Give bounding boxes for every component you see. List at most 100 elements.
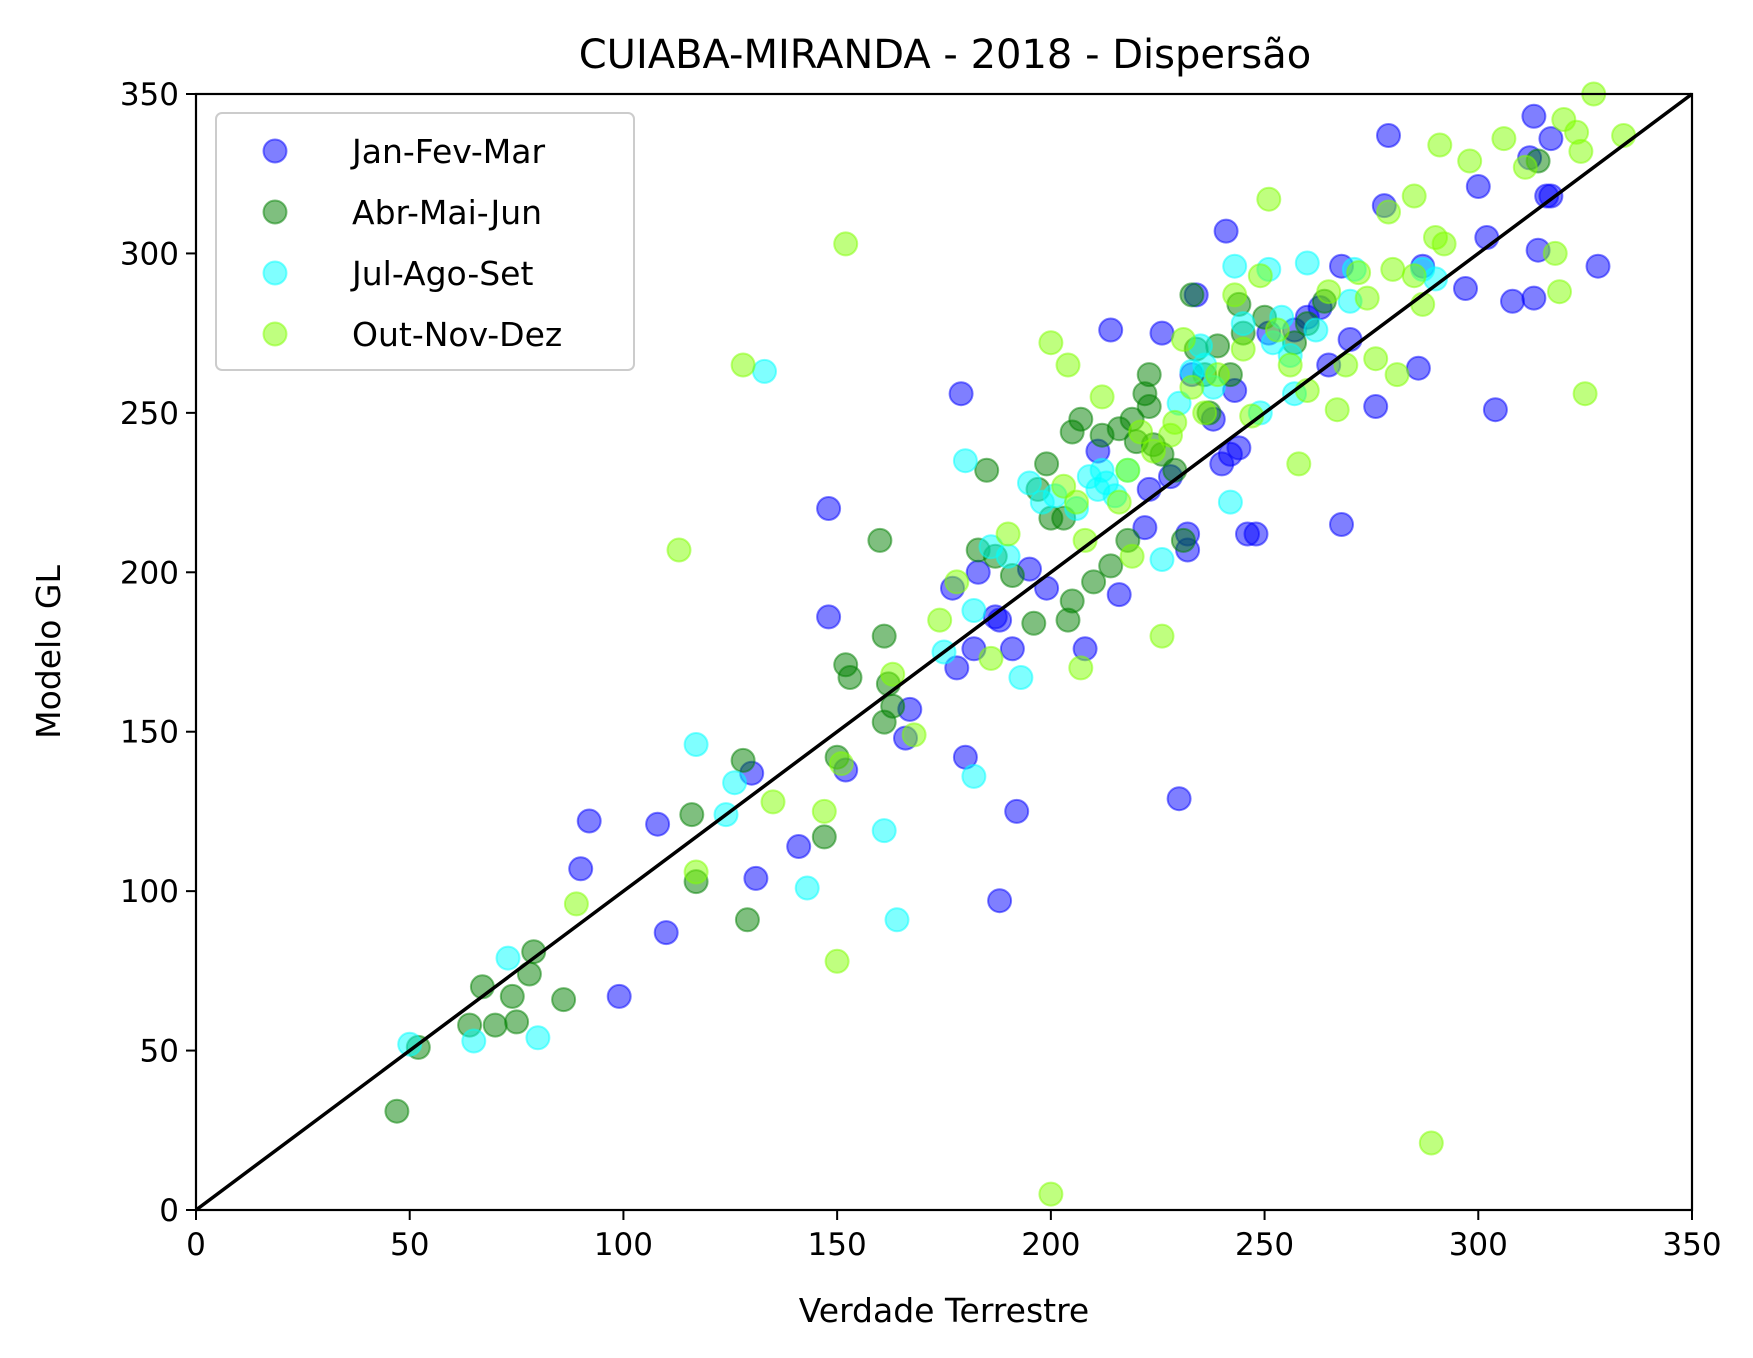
point-series-0-14 <box>948 381 974 407</box>
point-series-1-22 <box>880 693 906 719</box>
point-series-3-54 <box>1401 183 1427 209</box>
x-tick-label: 0 <box>186 1227 206 1263</box>
point-series-0-58 <box>1405 355 1431 381</box>
point-series-3-15 <box>1038 330 1064 356</box>
points-layer <box>384 81 1637 1207</box>
point-series-1-10 <box>679 802 705 828</box>
point-series-2-43 <box>1303 317 1329 343</box>
point-series-1-35 <box>1068 406 1094 432</box>
point-series-0-8 <box>816 496 842 521</box>
point-series-2-8 <box>794 875 820 901</box>
point-series-1-6 <box>504 1009 530 1035</box>
point-series-1-5 <box>499 983 525 1009</box>
chart-title: CUIABA-MIRANDA - 2018 - Dispersão <box>579 32 1312 78</box>
point-series-1-27 <box>1021 610 1047 636</box>
point-series-0-41 <box>1213 218 1239 244</box>
legend-marker <box>262 199 288 225</box>
point-series-3-36 <box>1230 336 1256 362</box>
point-series-1-13 <box>734 907 760 933</box>
point-series-0-69 <box>1538 126 1564 152</box>
y-tick-label: 350 <box>120 77 179 113</box>
x-tick-label: 350 <box>1662 1227 1721 1263</box>
point-series-0-5 <box>743 865 769 891</box>
point-series-1-18 <box>867 527 893 553</box>
point-series-0-20 <box>987 888 1013 914</box>
point-series-2-13 <box>961 763 987 789</box>
point-series-2-0 <box>397 1031 423 1057</box>
point-series-3-8 <box>833 231 859 257</box>
y-axis-ticks: 0 50 100 150 200 250 300 350 <box>120 77 196 1229</box>
legend-marker <box>262 321 288 347</box>
x-tick-label: 100 <box>594 1227 653 1263</box>
point-series-1-49 <box>1170 527 1196 553</box>
point-series-3-1 <box>666 537 692 563</box>
point-series-1-36 <box>1081 569 1107 595</box>
point-series-0-71 <box>1482 397 1508 423</box>
point-series-2-28 <box>1149 547 1175 572</box>
legend-marker <box>262 138 288 164</box>
legend-label: Jan-Fev-Mar <box>350 132 546 171</box>
y-tick-label: 200 <box>120 555 179 591</box>
point-series-0-55 <box>1363 394 1389 419</box>
legend-items: Jan-Fev-Mar Abr-Mai-Jun Jul-Ago-Set Out-Nov… <box>262 132 562 354</box>
point-series-2-3 <box>525 1025 551 1051</box>
point-series-0-30 <box>1132 515 1158 541</box>
point-series-3-4 <box>760 789 786 815</box>
point-series-2-12 <box>952 448 978 474</box>
point-series-2-6 <box>722 770 748 796</box>
point-series-0-2 <box>606 983 632 1009</box>
point-series-3-34 <box>1205 362 1231 388</box>
point-series-0-7 <box>786 834 812 859</box>
reference-line-layer <box>194 92 1694 1212</box>
point-series-2-10 <box>884 907 910 933</box>
point-series-0-32 <box>1149 320 1175 346</box>
point-series-3-2 <box>683 859 709 885</box>
point-series-3-35 <box>1222 282 1248 308</box>
point-series-0-72 <box>1585 253 1611 279</box>
point-series-2-4 <box>683 732 709 757</box>
point-series-0-0 <box>576 808 602 834</box>
point-series-3-50 <box>1376 199 1401 225</box>
point-series-0-23 <box>999 636 1025 662</box>
point-series-3-24 <box>1115 457 1141 483</box>
point-series-3-33 <box>1192 400 1218 426</box>
point-series-3-59 <box>1431 231 1457 257</box>
plot-frame <box>194 92 1694 1212</box>
legend-marker <box>262 260 288 286</box>
point-series-0-3 <box>645 811 671 837</box>
point-series-2-14 <box>961 598 987 623</box>
point-series-1-4 <box>482 1012 508 1038</box>
x-tick-label: 150 <box>808 1227 867 1263</box>
legend: Jan-Fev-Mar Abr-Mai-Jun Jul-Ago-Set Out-Nov… <box>215 112 635 371</box>
point-series-1-29 <box>1034 451 1060 477</box>
point-series-0-44 <box>1226 435 1252 461</box>
point-series-3-22 <box>1089 384 1115 410</box>
point-series-0-53 <box>1329 512 1354 537</box>
point-series-0-57 <box>1376 123 1401 148</box>
point-series-3-25 <box>1119 543 1145 569</box>
x-tick-label: 250 <box>1235 1227 1294 1263</box>
point-series-3-5 <box>811 798 837 824</box>
point-series-3-18 <box>1055 352 1081 378</box>
point-series-3-38 <box>1247 263 1273 289</box>
point-series-3-67 <box>1568 138 1594 164</box>
point-series-3-16 <box>1038 1181 1064 1207</box>
y-tick-label: 150 <box>120 715 179 751</box>
point-series-3-60 <box>1457 148 1483 174</box>
point-series-3-63 <box>1542 240 1568 266</box>
point-series-3-27 <box>1140 438 1166 464</box>
point-series-0-22 <box>1004 798 1030 824</box>
point-series-1-8 <box>521 939 547 965</box>
point-series-0-1 <box>568 856 594 882</box>
point-series-2-36 <box>1230 311 1256 337</box>
point-series-3-12 <box>944 569 970 595</box>
point-series-3-3 <box>730 352 756 378</box>
point-series-3-23 <box>1106 489 1132 515</box>
point-series-2-18 <box>1017 470 1042 496</box>
point-series-2-42 <box>1294 250 1320 276</box>
y-tick-label: 50 <box>140 1034 179 1070</box>
point-series-3-14 <box>995 521 1021 547</box>
legend-label: Jul-Ago-Set <box>350 254 533 293</box>
point-series-1-45 <box>1136 362 1162 388</box>
y-axis-label: Modelo GL <box>29 565 68 739</box>
